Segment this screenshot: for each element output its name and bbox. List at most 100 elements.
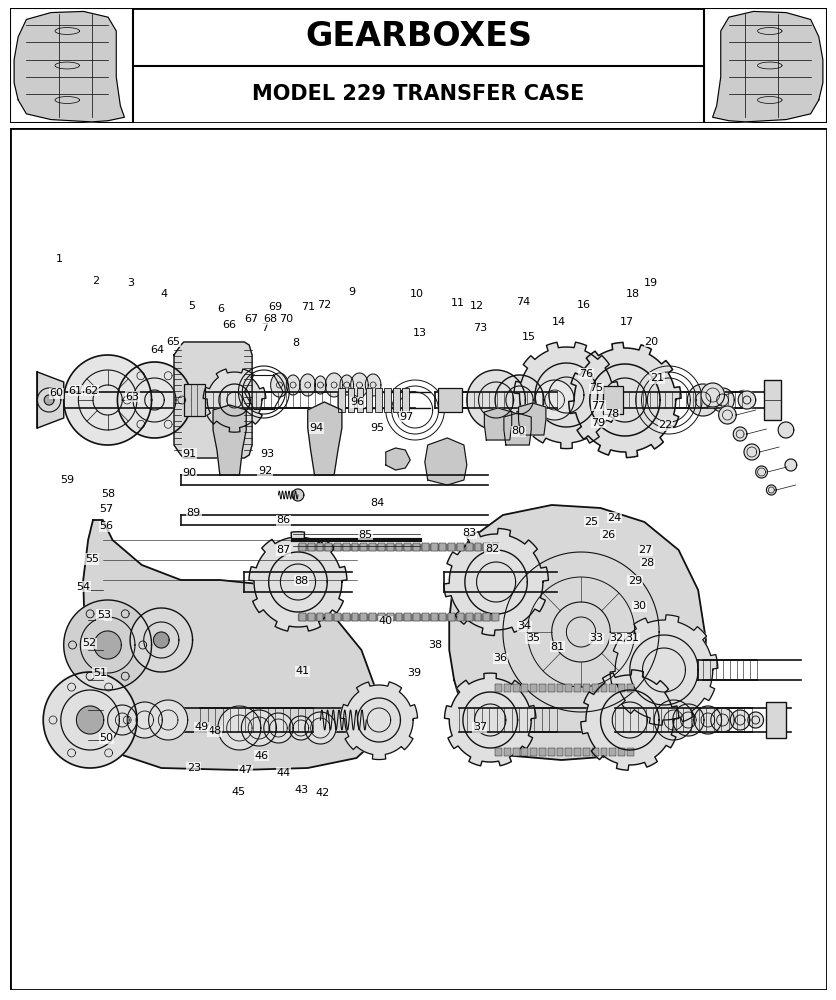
Bar	[521, 684, 528, 692]
Polygon shape	[64, 355, 151, 445]
Bar	[512, 684, 519, 692]
Bar	[347, 388, 354, 412]
Text: 63: 63	[125, 392, 140, 402]
Polygon shape	[130, 608, 192, 672]
Polygon shape	[263, 713, 293, 743]
Bar	[599, 684, 607, 692]
Bar	[360, 543, 367, 551]
Polygon shape	[308, 402, 341, 475]
Text: 46: 46	[254, 751, 268, 761]
Polygon shape	[153, 632, 169, 648]
Text: 8: 8	[292, 338, 299, 349]
Polygon shape	[94, 631, 121, 659]
Text: 93: 93	[260, 449, 274, 459]
Text: 73: 73	[472, 323, 487, 333]
Text: 59: 59	[60, 475, 74, 485]
Text: 30: 30	[631, 601, 645, 611]
Bar	[395, 543, 402, 551]
Polygon shape	[743, 444, 759, 460]
Text: 86: 86	[277, 515, 290, 525]
Polygon shape	[568, 342, 681, 458]
Text: 75: 75	[589, 383, 603, 393]
Bar	[378, 613, 385, 621]
Bar	[404, 543, 410, 551]
Text: 43: 43	[294, 785, 308, 795]
Bar	[431, 613, 437, 621]
Bar	[365, 388, 372, 412]
Text: 80: 80	[511, 426, 525, 436]
Polygon shape	[299, 374, 315, 396]
Bar	[582, 748, 589, 756]
Text: 50: 50	[99, 733, 114, 743]
Bar	[556, 684, 563, 692]
Bar	[184, 384, 205, 416]
Polygon shape	[298, 544, 496, 550]
Polygon shape	[304, 712, 335, 744]
Bar	[603, 386, 622, 414]
Text: 85: 85	[358, 530, 372, 540]
Polygon shape	[495, 375, 543, 425]
Text: 14: 14	[551, 317, 565, 327]
Text: 34: 34	[517, 621, 531, 631]
Text: 56: 56	[99, 521, 114, 531]
Text: 88: 88	[294, 576, 308, 586]
Text: 24: 24	[607, 513, 621, 523]
Bar	[762, 380, 780, 420]
Bar	[404, 613, 410, 621]
Polygon shape	[484, 408, 511, 440]
Bar	[617, 684, 624, 692]
Text: 35: 35	[525, 633, 539, 643]
Bar	[495, 748, 502, 756]
Text: 27: 27	[638, 545, 652, 555]
Bar	[530, 748, 537, 756]
Text: 31: 31	[624, 633, 639, 643]
Text: 87: 87	[276, 545, 290, 555]
Text: 7: 7	[261, 323, 268, 333]
Bar	[10, 8, 132, 123]
Bar	[356, 388, 363, 412]
Polygon shape	[339, 375, 353, 395]
Text: 70: 70	[278, 314, 293, 324]
Text: 11: 11	[450, 298, 464, 308]
Text: 48: 48	[206, 726, 222, 736]
Text: 54: 54	[76, 582, 90, 592]
Polygon shape	[83, 520, 380, 770]
Polygon shape	[340, 682, 417, 760]
Text: 55: 55	[84, 554, 99, 564]
Polygon shape	[385, 448, 410, 470]
Bar	[466, 543, 472, 551]
Bar	[492, 613, 498, 621]
Polygon shape	[350, 373, 368, 397]
Bar	[360, 613, 367, 621]
Text: 92: 92	[257, 466, 272, 476]
Text: 68: 68	[263, 314, 277, 324]
Text: 74: 74	[515, 297, 529, 307]
Polygon shape	[672, 704, 703, 736]
Polygon shape	[213, 405, 246, 475]
Text: 19: 19	[644, 278, 658, 288]
Bar	[617, 748, 624, 756]
Text: 2: 2	[92, 276, 99, 286]
Text: 84: 84	[370, 498, 385, 508]
Text: 15: 15	[521, 332, 535, 342]
Polygon shape	[513, 342, 618, 449]
Bar	[392, 388, 400, 412]
Text: 26: 26	[600, 530, 614, 540]
Bar	[338, 388, 345, 412]
Bar	[401, 388, 408, 412]
Polygon shape	[686, 384, 718, 416]
Bar	[375, 388, 381, 412]
Polygon shape	[292, 489, 303, 501]
Polygon shape	[248, 532, 347, 631]
Bar	[573, 684, 580, 692]
Text: 79: 79	[590, 418, 604, 428]
Bar	[466, 613, 472, 621]
Polygon shape	[747, 712, 762, 728]
Text: 71: 71	[301, 302, 315, 312]
Bar	[421, 543, 428, 551]
Polygon shape	[710, 708, 733, 732]
Polygon shape	[730, 710, 749, 730]
Text: 20: 20	[644, 337, 658, 347]
Polygon shape	[241, 710, 276, 746]
Bar	[343, 543, 349, 551]
